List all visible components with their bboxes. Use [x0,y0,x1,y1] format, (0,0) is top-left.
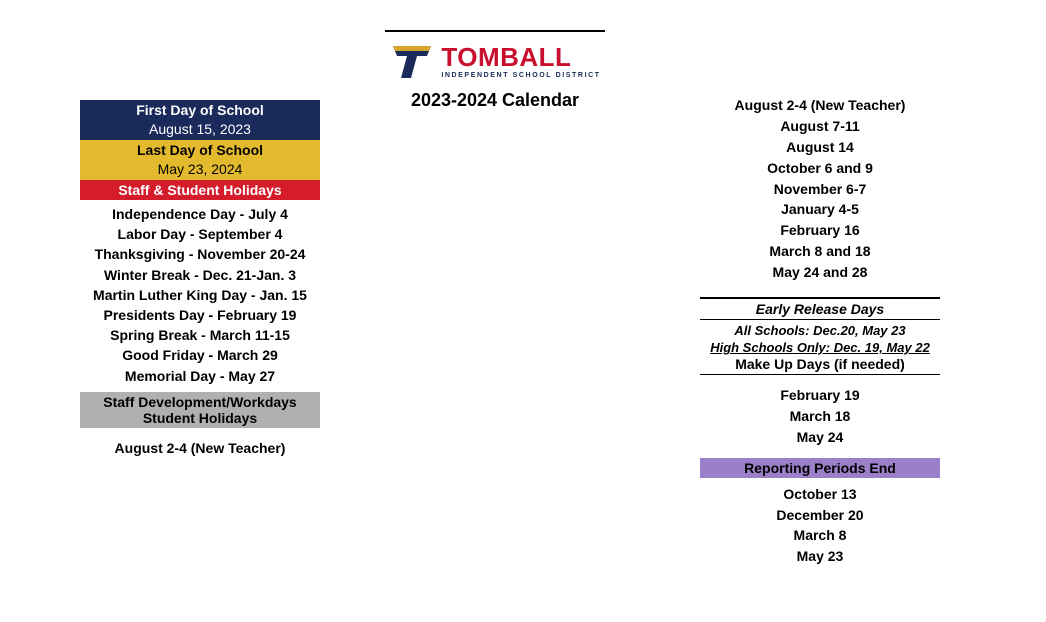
reporting-list: October 13 December 20 March 8 May 23 [650,484,990,568]
divider [700,374,940,375]
makeup-date: February 19 [650,385,990,406]
holiday-item: Labor Day - September 4 [80,224,320,244]
last-day-date: May 23, 2024 [80,160,320,180]
logo-t-icon [389,38,435,84]
dev-date: August 2-4 (New Teacher) [650,95,990,116]
reporting-date: December 20 [650,505,990,526]
early-release-header: Early Release Days [650,301,990,317]
top-rule [385,30,605,32]
holiday-item: Spring Break - March 11-15 [80,325,320,345]
reporting-date: October 13 [650,484,990,505]
brand-subtitle: INDEPENDENT SCHOOL DISTRICT [441,72,600,79]
dev-date: February 16 [650,220,990,241]
dev-date: March 8 and 18 [650,241,990,262]
brand-name: TOMBALL [441,44,600,70]
calendar-title: 2023-2024 Calendar [340,90,650,111]
holidays-list: Independence Day - July 4 Labor Day - Se… [80,200,320,392]
dev-header-line2: Student Holidays [80,410,320,426]
makeup-list: February 19 March 18 May 24 [650,377,990,448]
dev-dates-list: August 2-4 (New Teacher) August 7-11 Aug… [650,95,990,283]
holiday-item: Winter Break - Dec. 21-Jan. 3 [80,265,320,285]
reporting-date: March 8 [650,525,990,546]
makeup-date: March 18 [650,406,990,427]
reporting-header: Reporting Periods End [700,458,940,478]
dev-header: Staff Development/Workdays Student Holid… [80,392,320,428]
dev-date: May 24 and 28 [650,262,990,283]
center-column: TOMBALL INDEPENDENT SCHOOL DISTRICT 2023… [340,0,650,622]
new-teacher-line: August 2-4 (New Teacher) [80,438,320,458]
divider [700,319,940,320]
holiday-item: Martin Luther King Day - Jan. 15 [80,285,320,305]
holiday-item: Memorial Day - May 27 [80,366,320,386]
makeup-date: May 24 [650,427,990,448]
divider [700,297,940,299]
dev-date: August 14 [650,137,990,158]
calendar-page: First Day of School August 15, 2023 Last… [0,0,1046,622]
dev-date: August 7-11 [650,116,990,137]
last-day-header: Last Day of School [80,140,320,160]
early-release-hs: High Schools Only: Dec. 19, May 22 [650,339,990,356]
holiday-item: Good Friday - March 29 [80,345,320,365]
early-release-all: All Schools: Dec.20, May 23 [650,322,990,339]
makeup-header: Make Up Days (if needed) [650,356,990,372]
reporting-date: May 23 [650,546,990,567]
holiday-item: Independence Day - July 4 [80,204,320,224]
holiday-item: Presidents Day - February 19 [80,305,320,325]
brand-text: TOMBALL INDEPENDENT SCHOOL DISTRICT [441,44,600,79]
left-column: First Day of School August 15, 2023 Last… [0,0,340,622]
logo: TOMBALL INDEPENDENT SCHOOL DISTRICT [340,38,650,84]
first-day-date: August 15, 2023 [80,120,320,140]
dev-date: January 4-5 [650,199,990,220]
dev-date: October 6 and 9 [650,158,990,179]
first-day-header: First Day of School [80,100,320,120]
dev-header-line1: Staff Development/Workdays [80,394,320,410]
key-dates-box: First Day of School August 15, 2023 Last… [80,100,320,458]
holidays-header: Staff & Student Holidays [80,180,320,200]
right-column: August 2-4 (New Teacher) August 7-11 Aug… [650,0,990,622]
dev-date: November 6-7 [650,179,990,200]
holiday-item: Thanksgiving - November 20-24 [80,244,320,264]
